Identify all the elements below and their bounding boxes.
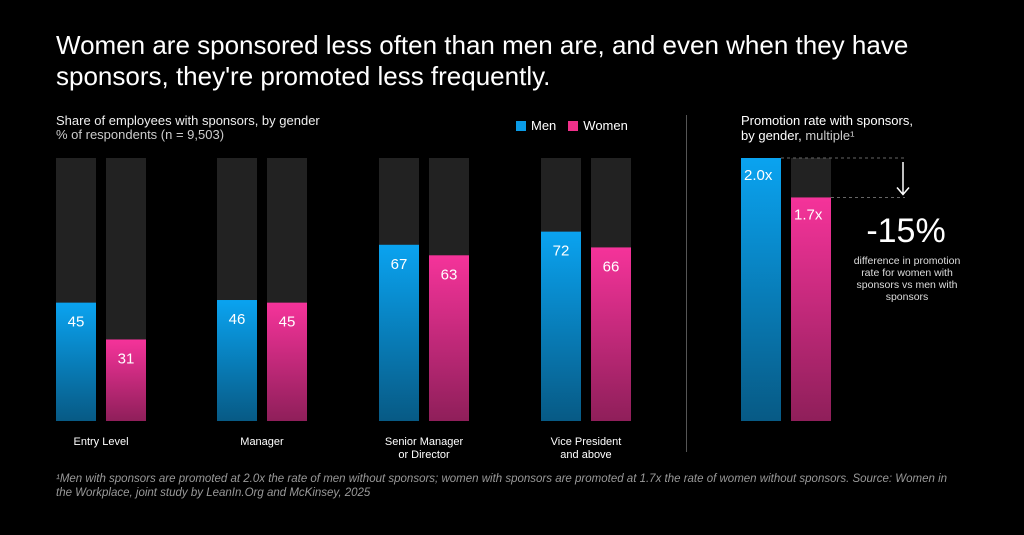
bar-track xyxy=(267,158,307,421)
bar-track xyxy=(56,158,96,421)
legend: Men Women xyxy=(516,118,628,133)
divider xyxy=(686,115,687,452)
down-arrow-icon xyxy=(896,162,910,196)
bar-track xyxy=(591,158,631,421)
legend-men: Men xyxy=(516,118,556,133)
difference-note: difference in promotion rate for women w… xyxy=(853,255,961,303)
category-label: or Director xyxy=(398,449,450,461)
page-title: Women are sponsored less often than men … xyxy=(56,30,909,91)
data-label: 31 xyxy=(118,350,135,367)
bar-track xyxy=(429,158,469,421)
legend-women-label: Women xyxy=(583,118,628,133)
category-label: Manager xyxy=(240,436,284,448)
data-label: 72 xyxy=(553,243,570,260)
category-label: Entry Level xyxy=(73,436,128,448)
bar-women xyxy=(591,247,631,421)
bar-track xyxy=(217,158,257,421)
data-label: 67 xyxy=(391,256,408,273)
left-chart-subtitle: % of respondents (n = 9,503) xyxy=(56,127,225,142)
category-label: Senior Manager xyxy=(385,436,464,448)
data-label: 45 xyxy=(279,314,296,331)
left-chart-title: Share of employees with sponsors, by gen… xyxy=(56,113,320,128)
bar-women xyxy=(429,255,469,421)
data-label: 2.0x xyxy=(744,167,773,184)
bar-men xyxy=(741,158,781,421)
data-label: 46 xyxy=(229,311,246,328)
category-label: and above xyxy=(560,449,611,461)
bar-women xyxy=(267,302,307,421)
bar-men xyxy=(217,300,257,421)
bar-women xyxy=(106,339,146,421)
bar-men xyxy=(56,302,96,421)
right-title-line2: by gender, xyxy=(741,128,802,143)
bar-track xyxy=(106,158,146,421)
category-label: Vice President xyxy=(551,436,622,448)
footnote: ¹Men with sponsors are promoted at 2.0x … xyxy=(56,473,948,499)
right-title-suffix: multiple¹ xyxy=(805,128,855,143)
data-label: 66 xyxy=(603,258,620,275)
bar-track xyxy=(791,158,831,421)
bar-track xyxy=(541,158,581,421)
data-label: 45 xyxy=(68,314,85,331)
difference-value: -15% xyxy=(866,212,946,250)
bar-track xyxy=(379,158,419,421)
right-title-line1: Promotion rate with sponsors, xyxy=(741,113,913,128)
bar-track xyxy=(741,158,781,421)
data-label: 1.7x xyxy=(794,206,823,223)
right-chart-title: Promotion rate with sponsors, by gender, … xyxy=(741,113,961,143)
bar-women xyxy=(791,197,831,421)
bar-men xyxy=(379,244,419,421)
legend-women: Women xyxy=(568,118,628,133)
bar-men xyxy=(541,231,581,421)
data-label: 63 xyxy=(441,266,458,283)
legend-men-label: Men xyxy=(531,118,557,133)
